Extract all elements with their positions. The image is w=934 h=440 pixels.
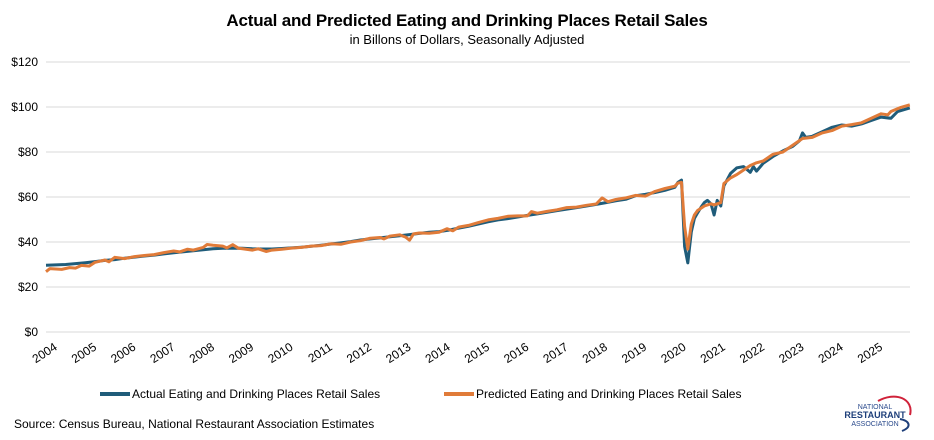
logo-line-3: ASSOCIATION — [851, 421, 899, 428]
x-axis-ticks: 2004 2005 2006 2007 2008 2009 2010 2011 2012 2013… — [30, 340, 886, 366]
source-note: Source: Census Bureau, National Restaura… — [14, 417, 375, 431]
gridlines — [46, 61, 910, 333]
y-tick-label: $20 — [18, 280, 38, 294]
logo-swoosh-icon — [877, 395, 912, 432]
x-tick-label: 2014 — [423, 340, 453, 366]
x-tick-label: 2025 — [855, 340, 885, 366]
legend: Actual Eating and Drinking Places Retail… — [0, 387, 934, 403]
legend-item-predicted: Predicted Eating and Drinking Places Ret… — [444, 387, 741, 401]
legend-swatch-actual — [100, 392, 130, 396]
x-tick-label: 2020 — [658, 340, 688, 366]
y-tick-label: $40 — [18, 235, 38, 249]
x-tick-label: 2013 — [383, 340, 413, 366]
x-tick-label: 2017 — [541, 340, 571, 366]
y-tick-label: $120 — [11, 55, 38, 69]
y-tick-label: $80 — [18, 145, 38, 159]
chart-subtitle: in Billons of Dollars, Seasonally Adjust… — [349, 32, 585, 47]
x-tick-label: 2005 — [69, 340, 99, 366]
legend-label-actual: Actual Eating and Drinking Places Retail… — [132, 387, 381, 401]
y-tick-label: $100 — [11, 100, 38, 114]
x-tick-label: 2004 — [30, 340, 60, 366]
x-tick-label: 2016 — [501, 340, 531, 366]
x-tick-label: 2022 — [737, 340, 767, 366]
x-tick-label: 2007 — [148, 340, 178, 366]
series-lines — [45, 103, 911, 273]
x-tick-label: 2009 — [226, 340, 256, 366]
x-tick-label: 2011 — [305, 340, 335, 366]
logo-line-1: NATIONAL — [857, 404, 893, 411]
logo-line-2: RESTAURANT — [844, 410, 906, 420]
y-tick-label: $0 — [25, 325, 39, 339]
x-tick-label: 2006 — [108, 340, 138, 366]
legend-item-actual: Actual Eating and Drinking Places Retail… — [100, 387, 380, 401]
x-tick-label: 2010 — [265, 340, 295, 366]
x-tick-label: 2024 — [816, 340, 846, 366]
chart-title: Actual and Predicted Eating and Drinking… — [226, 11, 708, 30]
y-axis-ticks: $0 $20 $40 $60 $80 $100 $120 — [11, 55, 38, 339]
x-tick-label: 2012 — [344, 340, 374, 366]
x-tick-label: 2015 — [462, 340, 492, 366]
x-tick-label: 2019 — [619, 340, 649, 366]
x-tick-label: 2018 — [580, 340, 610, 366]
nra-logo: NATIONAL RESTAURANT ASSOCIATION — [838, 393, 918, 433]
y-tick-label: $60 — [18, 190, 38, 204]
x-tick-label: 2023 — [776, 340, 806, 366]
x-tick-label: 2008 — [187, 340, 217, 366]
legend-label-predicted: Predicted Eating and Drinking Places Ret… — [476, 387, 742, 401]
legend-swatch-predicted — [444, 392, 474, 396]
x-tick-label: 2021 — [698, 340, 728, 366]
series-line-predicted — [45, 103, 911, 273]
